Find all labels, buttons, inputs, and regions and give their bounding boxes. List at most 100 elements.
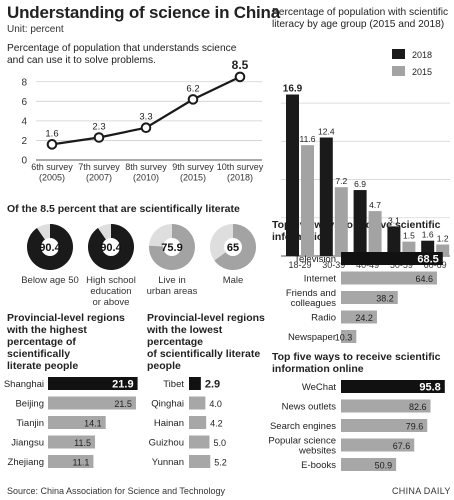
age-bar-2015 bbox=[368, 211, 382, 256]
online-category-label: Popular science bbox=[268, 436, 336, 447]
age-bar-2015 bbox=[436, 244, 450, 256]
pie-center-disc bbox=[224, 238, 242, 256]
highest-category-label: Shanghai bbox=[4, 379, 44, 390]
survey-x-tick: 7th survey bbox=[78, 162, 120, 172]
highest-bar bbox=[48, 455, 94, 468]
highest-category-label: Jiangsu bbox=[11, 438, 44, 449]
highest-title-line: Provincial-level regions bbox=[7, 312, 125, 324]
lowest-category-label: Guizhou bbox=[149, 438, 184, 449]
age-data-label: 11.6 bbox=[300, 134, 316, 144]
age-data-label: 12.4 bbox=[318, 127, 335, 137]
age-bar-2015 bbox=[301, 145, 314, 256]
highest-bar bbox=[48, 396, 136, 410]
online-value-label: 82.6 bbox=[409, 402, 427, 412]
survey-data-label: 8.5 bbox=[232, 58, 249, 72]
ways-category-label: Internet bbox=[304, 274, 337, 285]
lowest-category-label: Yunnan bbox=[152, 457, 184, 468]
age-data-label: 4.7 bbox=[369, 200, 381, 210]
online-bar bbox=[341, 399, 431, 413]
ways-value-label: 38.2 bbox=[376, 293, 394, 303]
pie-value-label: 75.9 bbox=[161, 242, 182, 254]
brand-label: CHINA DAILY bbox=[392, 486, 451, 496]
ways-value-label: 68.5 bbox=[417, 253, 438, 265]
ways-category-label: colleagues bbox=[291, 298, 337, 309]
highest-title-line: with the highest bbox=[7, 324, 87, 336]
survey-y-tick: 2 bbox=[21, 136, 27, 147]
age-legend-label: 2018 bbox=[412, 50, 432, 60]
ways-category-label: Radio bbox=[311, 313, 336, 324]
age-data-label: 1.5 bbox=[403, 231, 415, 241]
lowest-title-line: people bbox=[147, 360, 181, 372]
age-bar-2018 bbox=[286, 94, 299, 256]
online-bar bbox=[341, 458, 397, 471]
pie-category-label: or above bbox=[93, 297, 130, 308]
pie-value-label: 90.4 bbox=[100, 242, 122, 254]
survey-y-tick: 6 bbox=[21, 97, 27, 108]
pie-value-label: 65 bbox=[227, 242, 239, 254]
highest-bar bbox=[48, 435, 96, 449]
survey-data-label: 2.3 bbox=[92, 122, 105, 133]
pie-center-disc bbox=[41, 238, 59, 256]
pie-center-disc bbox=[102, 238, 120, 256]
page-title: Understanding of science in China bbox=[7, 3, 280, 22]
age-data-label: 1.6 bbox=[422, 230, 434, 240]
online-value-label: 79.6 bbox=[406, 421, 424, 431]
lowest-value-label: 5.2 bbox=[214, 457, 227, 467]
ways-category-label: Friends and bbox=[286, 288, 336, 299]
lowest-value-label: 4.0 bbox=[209, 399, 222, 409]
ways-bar bbox=[341, 310, 377, 324]
online-chart-title: Top five ways to receive scientific info… bbox=[272, 351, 450, 375]
survey-x-tick: (2018) bbox=[227, 173, 253, 183]
survey-x-tick: (2015) bbox=[180, 173, 206, 183]
age-x-tick: 18-29 bbox=[288, 260, 311, 270]
lowest-category-label: Qinghai bbox=[151, 399, 184, 410]
pie-value-label: 90.4 bbox=[39, 242, 61, 254]
online-value-label: 95.8 bbox=[419, 381, 440, 393]
survey-x-tick: 9th survey bbox=[172, 162, 214, 172]
lowest-value-label: 4.2 bbox=[210, 418, 223, 428]
online-bar bbox=[341, 419, 428, 432]
lowest-title-line: with the lowest percentage bbox=[147, 324, 223, 348]
online-category-label: News outlets bbox=[282, 402, 337, 413]
pie-category-label: education bbox=[90, 286, 131, 297]
age-data-label: 1.2 bbox=[437, 234, 449, 244]
pie-category-label: Live in bbox=[158, 275, 185, 286]
ways-bar bbox=[341, 330, 357, 343]
online-category-label: Search engines bbox=[270, 421, 336, 432]
age-legend-label: 2015 bbox=[412, 67, 432, 77]
pie-section-title: Of the 8.5 percent that are scientifical… bbox=[7, 203, 240, 215]
ways-category-label: Television bbox=[294, 254, 336, 265]
online-bar bbox=[341, 438, 415, 452]
online-value-label: 50.9 bbox=[375, 460, 393, 470]
survey-chart-title: Percentage of population that understand… bbox=[7, 43, 237, 66]
age-data-label: 3.1 bbox=[388, 215, 400, 225]
lowest-title-line: of scientifically literate bbox=[147, 348, 261, 360]
survey-point bbox=[140, 122, 152, 134]
online-title-line: Top five ways to receive scientific bbox=[272, 351, 441, 363]
ways-value-label: 10.3 bbox=[335, 332, 353, 342]
age-data-label: 6.9 bbox=[354, 179, 366, 189]
age-bar-2018 bbox=[353, 190, 367, 256]
pie-category-label: High school bbox=[86, 275, 136, 286]
pie-category-label: Below age 50 bbox=[21, 275, 79, 286]
survey-point bbox=[93, 132, 105, 143]
age-bar-2018 bbox=[387, 226, 401, 256]
ways-bar bbox=[341, 271, 437, 285]
online-category-label: E-books bbox=[301, 460, 336, 471]
survey-data-label: 3.3 bbox=[139, 112, 152, 123]
online-value-label: 67.6 bbox=[393, 441, 411, 451]
highest-bar bbox=[48, 377, 138, 390]
survey-point bbox=[187, 94, 199, 105]
highest-category-label: Zhejiang bbox=[8, 457, 44, 468]
lowest-bar bbox=[189, 377, 201, 390]
online-category-label: websites bbox=[298, 446, 336, 457]
age-data-label: 16.9 bbox=[283, 84, 303, 95]
survey-point bbox=[234, 71, 246, 83]
lowest-title-line: Provincial-level regions bbox=[147, 312, 265, 324]
highest-bar bbox=[48, 416, 106, 429]
age-legend-swatch bbox=[392, 66, 405, 76]
highest-title-line: percentage of scientifically bbox=[7, 336, 76, 360]
highest-value-label: 21.5 bbox=[114, 399, 132, 409]
highest-title-line: literate people bbox=[7, 360, 79, 372]
